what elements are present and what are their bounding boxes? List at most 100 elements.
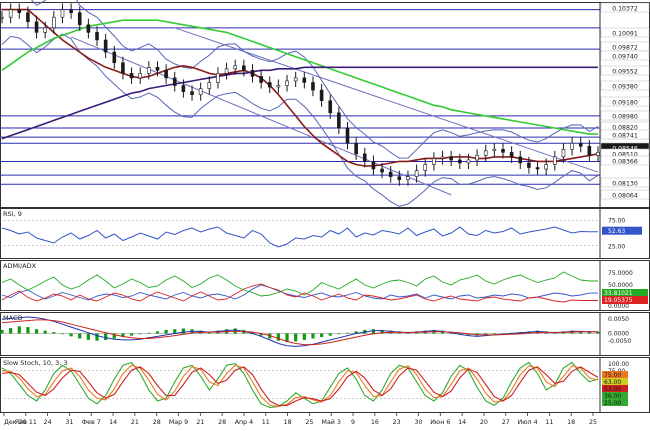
macd-hist-bar (86, 333, 90, 340)
price-label: 0.09872 (612, 45, 638, 52)
candle-body (397, 176, 402, 180)
stoch-tick-label: 100.00 (608, 361, 629, 368)
stoch-d-line (1, 364, 599, 408)
candle-body (440, 156, 445, 159)
candle-body (103, 39, 108, 53)
macd-hist-bar (78, 333, 82, 339)
macd-hist-bar (371, 329, 376, 334)
x-tick-label: 27 (502, 419, 510, 426)
price-label: 0.08130 (612, 181, 638, 188)
adx-value-label: 19.05375 (604, 297, 633, 304)
price-label: 0.09552 (612, 69, 638, 76)
macd-hist-bar (60, 333, 65, 335)
candle-body (190, 91, 194, 95)
stoch-value-box (602, 378, 628, 385)
candle-body (501, 148, 505, 153)
price-label: 0.09180 (612, 100, 638, 107)
price-label: 0.08741 (612, 133, 638, 140)
macd-hist-bar (121, 333, 125, 338)
x-tick-label: Июл 4 (518, 419, 538, 426)
x-tick-label: 18 (567, 419, 575, 426)
candle-body (337, 112, 341, 129)
candle-body (26, 12, 30, 23)
price-label: 0.08510 (612, 152, 638, 159)
candle-body (311, 82, 315, 91)
adx-tick-label: 75.0000 (608, 270, 633, 277)
candle-body (172, 77, 177, 86)
price-label-box (600, 177, 650, 188)
macd-hist-bar (129, 333, 134, 336)
stoch-slow-line (1, 366, 599, 406)
price-label: 0.10372 (612, 6, 638, 13)
price-label: 0.09380 (612, 84, 638, 91)
macd-hist-bar (311, 333, 315, 339)
candle-body (52, 16, 56, 29)
price-panel: 0.10372 0.10091 0.09872 0.09740 0.09552 0.093… (0, 0, 650, 207)
price-label: 0.09740 (612, 54, 638, 61)
candle-body (518, 156, 523, 164)
stoch-title: Slow Stoch, 10, 3, 3 (3, 359, 68, 367)
candle-body (414, 170, 419, 177)
rsi-panel: RSI, 9 75.00 25.00 52.63 (0, 210, 642, 251)
channel-line-lower (70, 36, 452, 196)
macd-hist-bar (285, 333, 289, 343)
x-tick-label: 28 (218, 419, 226, 426)
candle-body (535, 167, 540, 170)
rsi-current-label: 52.63 (608, 228, 625, 235)
candle-body (527, 162, 531, 168)
candle-body (293, 77, 298, 82)
macd-tick-label: 0.0000 (608, 331, 629, 338)
x-tick-label: 14 (458, 419, 466, 426)
stoch-value-label: 63.00 (604, 379, 621, 386)
price-label: 0.08980 (612, 114, 638, 121)
candle-body (380, 168, 384, 173)
x-tick-label: Апр 4 (235, 419, 253, 426)
macd-hist-bar (596, 331, 600, 334)
x-tick-label: 9 (351, 419, 355, 426)
macd-hist-bar (112, 333, 116, 339)
candle-body (388, 171, 393, 177)
candle-body (43, 27, 47, 33)
stoch-value-label: 75.00 (604, 372, 621, 379)
macd-hist-bar (492, 333, 496, 335)
macd-signal-line (1, 319, 598, 346)
price-label-box (600, 27, 650, 38)
macd-hist-bar (328, 333, 332, 336)
x-tick-label: 11 (262, 419, 270, 426)
adx-line (1, 284, 598, 301)
price-label-box (600, 110, 650, 121)
macd-hist-bar (155, 331, 160, 334)
candle-body (587, 145, 592, 156)
price-label-box (600, 189, 650, 200)
adx-value-box (602, 289, 648, 297)
stoch-value-box (602, 371, 628, 378)
candle-body (198, 88, 203, 95)
ma-slow-line (1, 66, 598, 140)
macd-hist-bar (294, 333, 298, 342)
candle-body (570, 142, 574, 150)
candle-body (267, 82, 272, 88)
candle-body (147, 66, 151, 74)
candle-body (596, 152, 600, 156)
candle-body (8, 9, 13, 18)
candle-body (509, 152, 514, 158)
candle-body (216, 73, 220, 83)
candle-body (285, 80, 289, 86)
stoch-value-box (602, 392, 628, 399)
x-tick-label: 11 (545, 419, 553, 426)
macd-hist-bar (276, 333, 281, 341)
candle-body (457, 159, 462, 164)
x-tick-label: 30 (414, 419, 422, 426)
adx-tick-label: 50.0000 (608, 282, 633, 289)
macd-hist-bar (43, 330, 47, 334)
x-tick-label: 21 (196, 419, 204, 426)
stoch-value-label: 53.00 (604, 386, 621, 393)
candle-body (553, 156, 557, 165)
macd-hist-bar (34, 329, 39, 334)
candle-body (466, 159, 471, 164)
candle-body (475, 155, 479, 161)
candle-body (561, 148, 566, 158)
